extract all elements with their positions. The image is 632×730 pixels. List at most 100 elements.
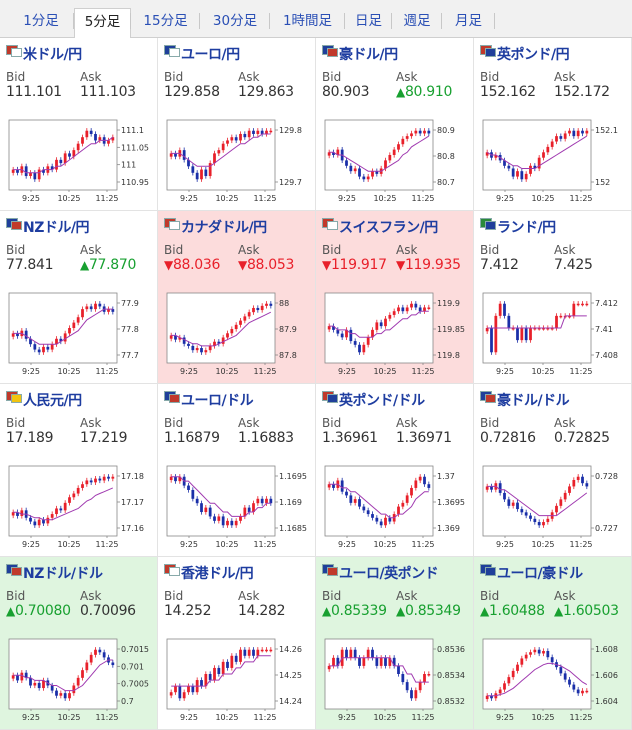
pair-name[interactable]: ランド/円 <box>497 220 556 236</box>
rate-card[interactable]: ユーロ/ドル Bid Ask 1.16879 1.16883 1.1695 1.169 1.1… <box>158 384 316 557</box>
pair-name[interactable]: NZドル/ドル <box>23 566 103 582</box>
pair-name[interactable]: 英ポンド/円 <box>497 47 570 63</box>
candle-body <box>507 165 511 169</box>
price-chart[interactable]: 0.8536 0.8534 0.8532 9:25 10:25 11:25 <box>322 633 469 723</box>
ask-label: Ask <box>80 416 102 430</box>
candle-body <box>332 484 335 488</box>
candle-body <box>81 309 84 318</box>
bid-value: ▲0.70080 <box>6 603 71 619</box>
candle-body <box>546 328 550 330</box>
tab-1[interactable]: 5分足 <box>74 8 131 38</box>
candle-body <box>195 498 199 504</box>
candle-body <box>98 137 102 141</box>
price-chart[interactable]: 1.37 1.3695 1.369 9:25 10:25 11:25 <box>322 460 469 550</box>
price-chart[interactable]: 80.9 80.8 80.7 9:25 10:25 11:25 <box>322 114 469 204</box>
bid-value: ▲1.60488 <box>480 603 545 619</box>
candle-body <box>174 335 177 340</box>
tab-7[interactable]: 月足 <box>455 13 482 29</box>
rate-card[interactable]: 豪ドル/円 Bid Ask 80.903 ▲80.910 80.9 80.8 80.7 9:25… <box>316 38 474 211</box>
tab-2[interactable]: 15分足 <box>143 13 188 29</box>
pair-name[interactable]: NZドル/円 <box>23 220 89 236</box>
price-chart[interactable]: 17.18 17.17 17.16 9:25 10:25 11:25 <box>6 460 153 550</box>
pair-name[interactable]: 米ドル/円 <box>23 47 82 63</box>
tab-6[interactable]: 週足 <box>403 13 431 29</box>
candle-body <box>234 520 238 526</box>
pair-name[interactable]: カナダドル/円 <box>181 220 267 236</box>
trend-arrow-icon: ▲ <box>396 604 405 618</box>
x-tick-label: 10:25 <box>215 540 238 549</box>
price-chart[interactable]: 88 87.9 87.8 9:25 10:25 11:25 <box>164 287 311 377</box>
price-chart[interactable]: 77.9 77.8 77.7 9:25 10:25 11:25 <box>6 287 153 377</box>
pair-name[interactable]: 豪ドル/ドル <box>497 393 570 409</box>
x-tick-label: 9:25 <box>180 713 198 722</box>
tab-4[interactable]: 1時間足 <box>282 13 333 29</box>
tab-3[interactable]: 30分足 <box>212 13 258 29</box>
rate-card[interactable]: スイスフラン/円 Bid Ask ▼119.917 ▼119.935 119.9 119.8… <box>316 211 474 384</box>
pair-name[interactable]: ユーロ/ドル <box>181 393 254 409</box>
x-tick-label: 10:25 <box>57 540 80 549</box>
candle-body <box>72 150 76 157</box>
candle-body <box>169 153 173 157</box>
price-chart[interactable]: 7.412 7.41 7.408 9:25 10:25 11:25 <box>480 287 627 377</box>
price-chart[interactable]: 152.1 152 9:25 10:25 11:25 <box>480 114 627 204</box>
x-tick-label: 10:25 <box>373 194 396 203</box>
pair-name[interactable]: ユーロ/円 <box>181 47 240 63</box>
price-chart[interactable]: 14.26 14.25 14.24 9:25 10:25 11:25 <box>164 633 311 723</box>
pair-name[interactable]: ユーロ/英ポンド <box>339 566 439 582</box>
candle-body <box>11 169 15 173</box>
rate-card[interactable]: 香港ドル/円 Bid Ask 14.252 14.282 14.26 14.25 14.24 9… <box>158 557 316 730</box>
candle-body <box>507 315 511 328</box>
pair-name[interactable]: 香港ドル/円 <box>181 566 254 582</box>
pair-name[interactable]: ユーロ/豪ドル <box>497 566 583 582</box>
candle-body <box>572 130 576 137</box>
candle-body <box>178 686 182 699</box>
price-chart[interactable]: 0.728 0.727 9:25 10:25 11:25 <box>480 460 627 550</box>
candle-body <box>252 307 255 313</box>
rate-card[interactable]: 米ドル/円 Bid Ask 111.101 111.103 111.1 111.05 111 1… <box>0 38 158 211</box>
candle-body <box>265 649 268 652</box>
price-chart[interactable]: 119.9 119.85 119.8 9:25 10:25 11:25 <box>322 287 469 377</box>
moving-average-line <box>13 136 114 174</box>
pair-name[interactable]: 人民元/円 <box>23 393 82 409</box>
price-chart[interactable]: 129.8 129.7 9:25 10:25 11:25 <box>164 114 311 204</box>
y-tick-label: 14.25 <box>279 671 302 680</box>
price-chart[interactable]: 1.608 1.606 1.604 9:25 10:25 11:25 <box>480 633 627 723</box>
candle-body <box>576 476 580 480</box>
candle-body <box>345 160 348 166</box>
candle-body <box>401 674 405 683</box>
candle-body <box>384 160 387 169</box>
rate-card[interactable]: 豪ドル/ドル Bid Ask 0.72816 0.72825 0.728 0.727 9:25… <box>474 384 632 557</box>
candle-body <box>29 517 32 522</box>
pair-name[interactable]: スイスフラン/円 <box>339 220 438 236</box>
x-tick-label: 10:25 <box>531 367 554 376</box>
rate-card[interactable]: 人民元/円 Bid Ask 17.189 17.219 17.18 17.17 17.16 9:… <box>0 384 158 557</box>
y-tick-label: 7.412 <box>595 299 618 308</box>
rate-card[interactable]: 英ポンド/円 Bid Ask 152.162 152.172 152.1 152 9:25 10… <box>474 38 632 211</box>
price-chart[interactable]: 1.1695 1.169 1.1685 9:25 10:25 11:25 <box>164 460 311 550</box>
candle-body <box>29 677 32 686</box>
rate-card[interactable]: NZドル/ドル Bid Ask ▲0.70080 0.70096 0.7015 0.701 0… <box>0 557 158 730</box>
moving-average-line <box>171 476 271 517</box>
candle-body <box>516 664 519 671</box>
candle-body <box>16 169 19 173</box>
candle-body <box>169 335 173 339</box>
candle-body <box>537 328 541 330</box>
rate-card[interactable]: ユーロ/英ポンド Bid Ask ▲0.85339 ▲0.85349 0.8536 0.85… <box>316 557 474 730</box>
x-tick-label: 10:25 <box>215 194 238 203</box>
pair-name[interactable]: 豪ドル/円 <box>339 47 398 63</box>
price-chart[interactable]: 0.7015 0.701 0.7005 0.7 9:25 10:25 11:25 <box>6 633 153 723</box>
rate-card[interactable]: ユーロ/円 Bid Ask 129.858 129.863 129.8 129.7 9:25 1… <box>158 38 316 211</box>
rate-card[interactable]: NZドル/円 Bid Ask 77.841 ▲77.870 77.9 77.8 77.7 9:2… <box>0 211 158 384</box>
ask-label: Ask <box>396 70 418 84</box>
pair-name[interactable]: 英ポンド/ドル <box>339 393 425 409</box>
tab-5[interactable]: 日足 <box>355 13 382 29</box>
rate-card[interactable]: 英ポンド/ドル Bid Ask 1.36961 1.36971 1.37 1.3695 1.3… <box>316 384 474 557</box>
candle-body <box>371 514 374 518</box>
rate-card[interactable]: ランド/円 Bid Ask 7.412 7.425 7.412 7.41 7.408 9:25 1… <box>474 211 632 384</box>
rate-card[interactable]: カナダドル/円 Bid Ask ▼88.036 ▼88.053 88 87.9 87.8 9:2… <box>158 211 316 384</box>
rate-card[interactable]: ユーロ/豪ドル Bid Ask ▲1.60488 ▲1.60503 1.608 1.606 1… <box>474 557 632 730</box>
tab-0[interactable]: 1分足 <box>23 13 59 29</box>
bid-value: 1.36961 <box>322 430 378 446</box>
ask-value: ▲77.870 <box>80 257 137 273</box>
price-chart[interactable]: 111.1 111.05 111 110.95 9:25 10:25 11:25 <box>6 114 153 204</box>
